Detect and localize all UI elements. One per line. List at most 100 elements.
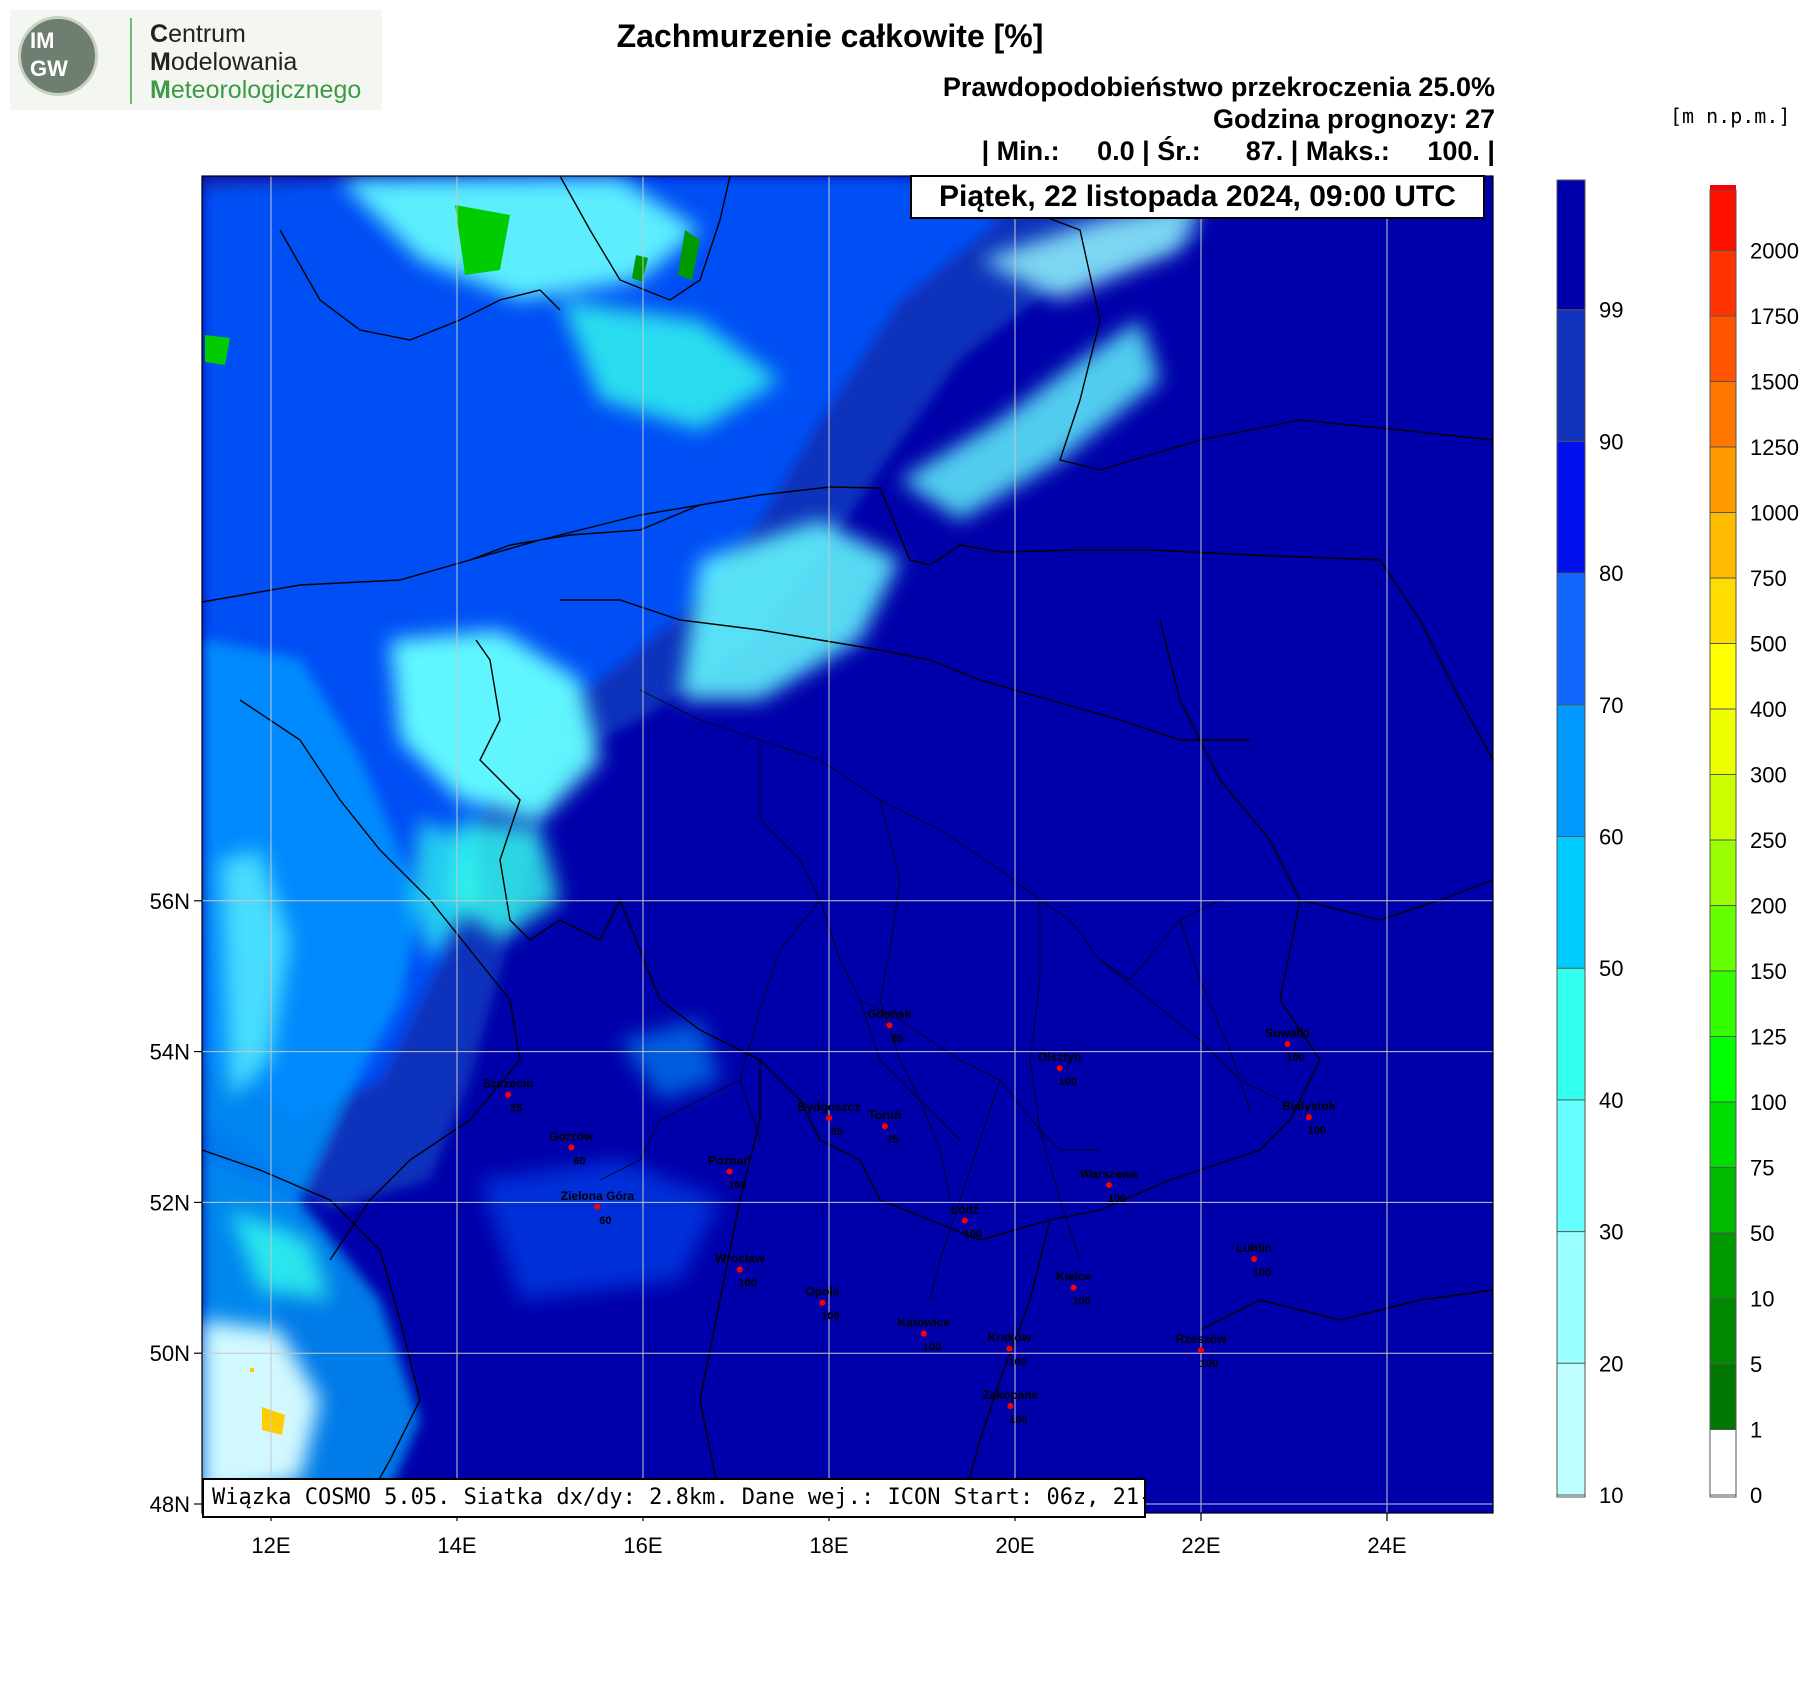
city-dot [1305,1114,1312,1121]
city-name: Kielce [1056,1270,1092,1284]
city-dot [1251,1255,1258,1262]
city-marker: Gorzów 60 [549,1129,594,1167]
city-dot [1284,1041,1291,1048]
city-value: 100 [1253,1267,1271,1279]
city-marker: Katowice 100 [898,1316,951,1354]
cloud-colorbar-segment [1557,1099,1585,1232]
org-name-line-1: Centrum [150,20,246,48]
city-name: Wrocław [715,1252,765,1266]
city-marker: Kielce 100 [1056,1270,1092,1308]
elevation-colorbar-segment [1710,578,1736,644]
cloud-colorbar-segment [1557,968,1585,1100]
city-dot [1007,1402,1014,1409]
org-name-line-2: Modelowania [150,48,298,76]
lon-tick-label: 14E [437,1533,476,1558]
elevation-colorbar-label: 1000 [1750,501,1799,526]
elevation-colorbar-label: 500 [1750,632,1787,657]
city-dot [505,1091,512,1098]
city-marker: Rzeszów 100 [1176,1332,1227,1370]
city-marker: Lublin 100 [1236,1241,1272,1279]
city-value: 60 [573,1155,585,1167]
elevation-colorbar-label: 1750 [1750,304,1799,329]
lat-tick-label: 48N [150,1492,190,1517]
elevation-colorbar-label: 10 [1750,1287,1774,1312]
city-name: Suwałki [1265,1026,1310,1040]
city-value: 100 [1286,1052,1304,1064]
stats-line: | Min.: 0.0 | Śr.: 87. | Maks.: 100. | [981,136,1495,166]
city-dot [920,1330,927,1337]
elevation-colorbar-segment [1710,185,1736,251]
city-marker: Gdańsk 85 [867,1007,911,1045]
city-value: 100 [1008,1357,1026,1369]
city-marker: Suwałki 100 [1265,1026,1310,1064]
city-marker: Wrocław 100 [715,1252,765,1290]
cloud-colorbar-label: 50 [1599,956,1623,981]
graticule [202,176,1493,1513]
city-value: 100 [1200,1358,1218,1370]
cloud-colorbar-segment [1557,836,1585,969]
forecast-datetime: Piątek, 22 listopada 2024, 09:00 UTC [910,175,1485,219]
axis-ticks: 56N 54N 52N 50N 48N 12E 14E 16E 18E 20E 22E 24E [150,889,1407,1558]
city-marker: Bydgoszcz 65 [798,1100,861,1138]
elevation-colorbar-label: 1500 [1750,370,1799,395]
elevation-colorbar-label: 75 [1750,1156,1774,1181]
city-value: 100 [739,1278,757,1290]
city-dot [826,1114,832,1121]
lat-tick-label: 54N [150,1040,190,1065]
forecast-hour: Godzina prognozy: 27 [1212,104,1495,134]
elevation-colorbar-segment [1710,774,1736,840]
elevation-colorbar-segment [1710,1102,1736,1168]
logo-text-im: IM [30,28,55,53]
elevation-colorbar-label: 2000 [1750,239,1799,264]
elevation-colorbar-segment [1710,840,1736,906]
lon-tick-label: 24E [1367,1533,1406,1558]
city-name: Szczecin [483,1077,534,1091]
cloud-colorbar-segment [1557,1363,1585,1495]
cloud-colorbar-frame [1556,179,1586,1498]
elevation-colorbar-segment [1710,643,1736,709]
cloud-colorbar-segment [1557,309,1585,442]
city-marker: Zielona Góra 60 [561,1189,635,1227]
elevation-colorbar-segment [1710,1429,1736,1497]
region-boundaries [599,689,1281,1301]
cloud-colorbar-label: 10 [1599,1483,1623,1508]
cloud-colorbar-segment [1557,704,1585,837]
lon-tick-label: 12E [251,1533,290,1558]
lat-tick-label: 52N [150,1190,190,1215]
city-markers: Gdańsk 85 Suwałki 100 Olsztyn 100 Szczecin 25 Bi… [483,1007,1336,1426]
city-value: 100 [821,1311,839,1323]
city-value: 75 [887,1134,899,1146]
city-value: 100 [1308,1125,1326,1137]
elevation-colorbar-segment [1710,185,1736,190]
city-value: 100 [1058,1076,1076,1088]
elevation-colorbar-label: 150 [1750,959,1787,984]
cloud-colorbar-label: 30 [1599,1220,1623,1245]
elevation-colorbar-segment [1710,447,1736,513]
cloud-colorbar-segment [1557,441,1585,574]
elevation-colorbar-segment [1710,1167,1736,1233]
lon-tick-label: 22E [1181,1533,1220,1558]
elevation-colorbar-segment [1710,971,1736,1037]
city-dot [568,1144,575,1151]
elevation-colorbar-label: 250 [1750,828,1787,853]
cloud-colorbar-segment [1557,573,1585,705]
cloud-colorbar-label: 20 [1599,1351,1623,1376]
cloud-colorbar-label: 80 [1599,561,1623,586]
city-value: 100 [1009,1414,1027,1426]
city-dot [881,1123,888,1130]
city-name: Łódź [951,1202,979,1216]
lon-tick-label: 18E [809,1533,848,1558]
city-name: Gorzów [549,1129,594,1143]
cloud-colorbar-segment [1557,1231,1585,1364]
city-name: Opole [805,1285,839,1299]
lon-tick-label: 16E [623,1533,662,1558]
imgw-logo-emblem [18,16,98,96]
city-name: Olsztyn [1038,1050,1081,1064]
map-title: Zachmurzenie całkowite [%] [616,18,1044,54]
city-value: 100 [1072,1296,1090,1308]
elevation-colorbar-segment [1710,1233,1736,1299]
elevation-colorbar-label: 50 [1750,1221,1774,1246]
coastline-borders [201,175,1494,1514]
elevation-colorbar-frame [1709,189,1737,1498]
